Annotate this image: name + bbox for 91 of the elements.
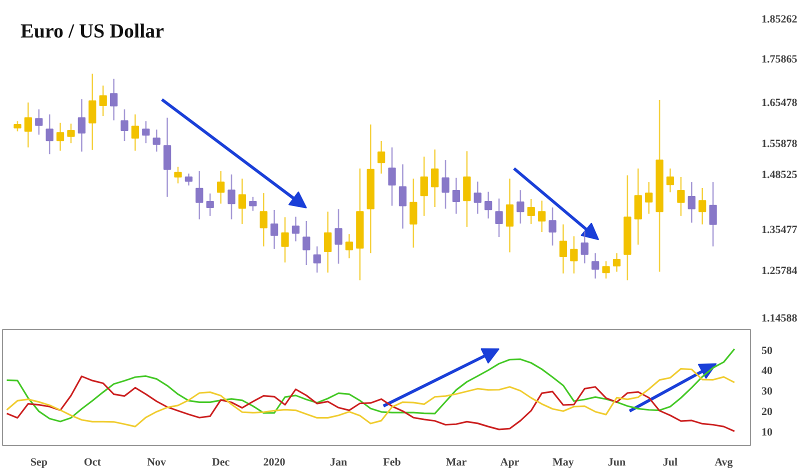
candlestick (196, 170, 204, 220)
candlestick (345, 233, 354, 259)
candlestick (431, 148, 439, 208)
x-tick-label: Sep (30, 456, 48, 468)
y-tick-label: 1.65478 (762, 97, 798, 110)
candlestick (206, 192, 214, 217)
candlestick (99, 84, 107, 117)
candlestick (709, 181, 717, 248)
y-tick-label: 1.75865 (762, 53, 798, 66)
y-tick-label: 20 (762, 406, 773, 418)
candlestick (270, 209, 278, 250)
candlestick (602, 260, 610, 280)
candlestick (645, 181, 653, 214)
candlestick (634, 168, 642, 246)
candlestick (398, 164, 407, 230)
candlestick (410, 178, 418, 248)
candlestick (249, 196, 257, 212)
candlestick (677, 176, 685, 217)
candlestick (260, 192, 268, 248)
candlestick (666, 168, 674, 193)
candlestick (484, 191, 492, 220)
candlestick (56, 122, 64, 152)
candlestick (516, 189, 524, 224)
candlestick (24, 102, 32, 148)
x-tick-label: Oct (84, 456, 102, 468)
candlestick (174, 166, 182, 184)
y-tick-label: 10 (762, 426, 773, 438)
y-tick-label: 1.85262 (762, 14, 798, 26)
y-tick-label: 1.35477 (762, 224, 798, 236)
candlestick (302, 220, 310, 266)
candlestick (152, 128, 160, 152)
candlestick (324, 211, 332, 274)
candlestick (548, 206, 556, 246)
candlestick (142, 120, 150, 144)
candlestick (495, 198, 503, 238)
x-tick-label: Avg (714, 456, 734, 468)
candlestick (184, 172, 193, 186)
x-tick-label: Apr (500, 456, 520, 468)
x-tick-label: Dec (212, 456, 230, 468)
candlestick (474, 180, 482, 214)
candlestick (46, 114, 54, 155)
y-tick-label: 1.14588 (762, 312, 798, 324)
candlestick (78, 98, 86, 152)
candlestick (388, 146, 396, 206)
x-tick-label: Jul (662, 456, 678, 468)
candlestick (420, 156, 428, 217)
candlestick (527, 198, 535, 225)
candlestick (110, 78, 118, 121)
x-tick-label: Nov (147, 456, 167, 468)
x-tick-label: Feb (383, 456, 401, 468)
y-tick-label: 40 (762, 365, 773, 378)
candlestick (559, 224, 568, 274)
chart-title: Euro / US Dollar (20, 20, 164, 42)
candlestick (292, 216, 300, 242)
candlestick (688, 181, 696, 224)
candlestick (612, 252, 621, 272)
candlestick (88, 73, 96, 151)
x-tick-label: Jun (608, 456, 626, 468)
candlestick (452, 177, 460, 214)
x-tick-label: Mar (446, 456, 467, 468)
candlestick (35, 108, 43, 136)
line-series (6, 376, 736, 432)
candlestick (378, 140, 386, 174)
line-series (6, 348, 736, 422)
candlestick (281, 216, 289, 264)
x-tick-label: Jan (330, 456, 348, 468)
candlestick (131, 114, 140, 152)
candlestick (163, 117, 172, 198)
candlestick (216, 170, 225, 204)
y-tick-label: 1.48525 (762, 168, 798, 181)
candlestick (570, 236, 578, 274)
candlestick (592, 252, 600, 280)
y-tick-label: 1.55878 (762, 138, 798, 150)
candlestick (228, 174, 236, 220)
candlestick (334, 208, 342, 264)
y-tick-label: 50 (762, 344, 773, 357)
candlestick (698, 187, 706, 226)
candlestick (506, 178, 514, 253)
candlestick (580, 230, 588, 264)
candlestick (463, 150, 471, 228)
candlestick (442, 159, 450, 210)
candlestick (238, 178, 246, 225)
candlestick (313, 246, 321, 274)
x-tick-label: May (552, 456, 574, 468)
candlestick (538, 200, 546, 233)
candlestick (14, 120, 22, 132)
candlestick (67, 123, 75, 144)
y-tick-label: 1.25784 (762, 265, 798, 278)
y-tick-label: 30 (762, 386, 773, 398)
candlestick (120, 108, 128, 142)
x-tick-label: 2020 (263, 456, 286, 468)
